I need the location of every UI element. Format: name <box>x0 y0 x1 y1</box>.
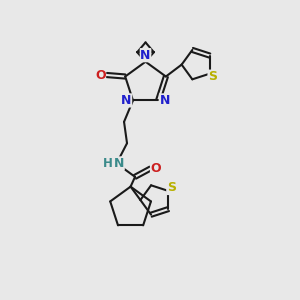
Text: H: H <box>103 157 113 170</box>
Text: N: N <box>140 49 151 62</box>
Text: N: N <box>114 157 124 170</box>
Text: O: O <box>95 68 106 82</box>
Text: N: N <box>160 94 170 107</box>
Text: S: S <box>208 70 217 83</box>
Text: O: O <box>151 162 161 175</box>
Text: N: N <box>121 94 132 107</box>
Text: S: S <box>167 182 176 194</box>
